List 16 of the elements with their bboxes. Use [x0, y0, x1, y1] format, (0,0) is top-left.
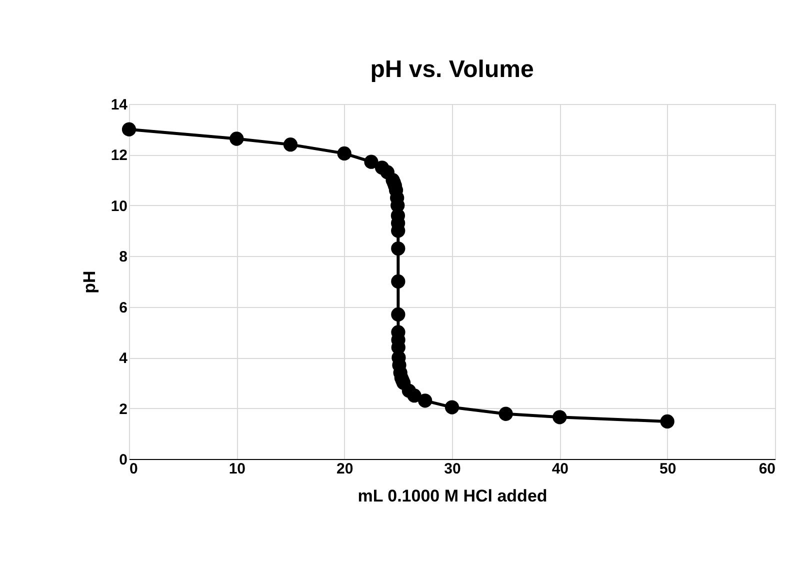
x-tick-label: 10: [228, 460, 246, 478]
y-tick-label: 8: [119, 248, 128, 266]
y-tick-label: 14: [110, 96, 128, 114]
y-axis-title: pH: [80, 270, 99, 294]
x-tick-label: 60: [758, 460, 776, 478]
y-tick-label: 6: [119, 299, 128, 316]
y-tick-label: 12: [110, 147, 128, 164]
chart-title: pH vs. Volume: [370, 56, 534, 83]
x-tick-label: 30: [444, 460, 461, 478]
y-tick-label: 4: [119, 350, 128, 368]
x-tick-label: 50: [659, 460, 676, 478]
x-axis-title: mL 0.1000 M HCl added: [358, 486, 548, 506]
y-tick-label: 2: [119, 400, 128, 418]
y-tick-label: 10: [110, 198, 128, 215]
x-tick-label: 20: [336, 460, 354, 478]
x-tick-label: 40: [552, 460, 569, 478]
